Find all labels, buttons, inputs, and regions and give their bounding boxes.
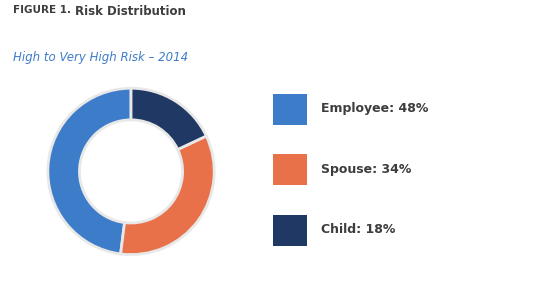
Wedge shape [48, 88, 131, 254]
Text: Child: 18%: Child: 18% [321, 223, 395, 236]
Wedge shape [121, 136, 214, 255]
Text: Risk Distribution: Risk Distribution [75, 5, 186, 18]
FancyBboxPatch shape [274, 215, 307, 246]
Text: FIGURE 1.: FIGURE 1. [14, 5, 75, 15]
Text: Spouse: 34%: Spouse: 34% [321, 162, 411, 176]
FancyBboxPatch shape [274, 155, 307, 185]
FancyBboxPatch shape [274, 94, 307, 125]
Text: High to Very High Risk – 2014: High to Very High Risk – 2014 [14, 51, 188, 64]
Text: Employee: 48%: Employee: 48% [321, 102, 428, 115]
Wedge shape [131, 88, 206, 149]
